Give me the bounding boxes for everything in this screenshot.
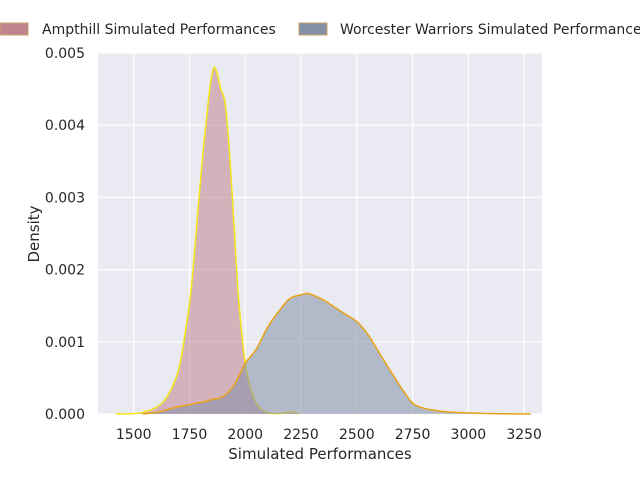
y-tick-label: 0.004 [45, 118, 85, 134]
x-tick-label: 2000 [227, 427, 263, 443]
y-tick-label: 0.001 [45, 335, 85, 351]
y-axis-label: Density [25, 205, 43, 262]
density-area-series-0 [115, 67, 299, 414]
x-axis-ticks: 1500 1750 2000 2250 2500 2750 3000 3250 [116, 427, 542, 443]
x-tick-label: 3250 [506, 427, 542, 443]
x-tick-label: 1750 [172, 427, 208, 443]
x-axis-label: Simulated Performances [228, 445, 412, 463]
y-tick-label: 0.005 [45, 46, 85, 62]
x-tick-label: 1500 [116, 427, 152, 443]
series-layer [115, 66, 531, 415]
x-tick-label: 3000 [451, 427, 487, 443]
density-area-series-1 [142, 293, 531, 414]
legend-swatch-ampthill [0, 22, 29, 36]
legend-label-ampthill: Ampthill Simulated Performances [42, 22, 276, 38]
y-tick-label: 0.000 [45, 407, 85, 423]
legend: Ampthill Simulated Performances Worceste… [0, 22, 640, 38]
x-tick-label: 2500 [339, 427, 375, 443]
legend-swatch-worcester [298, 22, 328, 36]
y-tick-label: 0.003 [45, 190, 85, 206]
legend-label-worcester: Worcester Warriors Simulated Performance… [340, 22, 640, 38]
x-tick-label: 2750 [395, 427, 431, 443]
y-tick-label: 0.002 [45, 263, 85, 279]
y-axis-ticks: 0.000 0.001 0.002 0.003 0.004 0.005 [45, 46, 85, 423]
x-tick-label: 2250 [283, 427, 319, 443]
density-line-series-1 [142, 292, 531, 415]
